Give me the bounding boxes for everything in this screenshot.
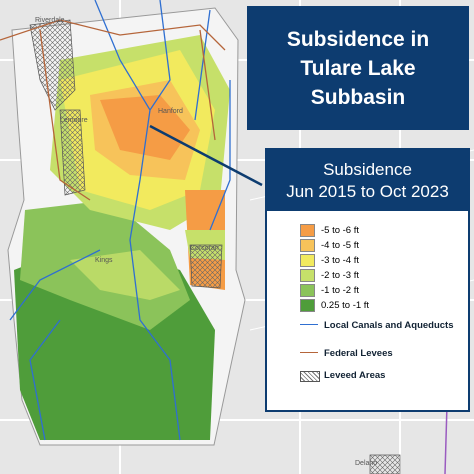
legend-label: -1 to -2 ft (321, 285, 360, 296)
place-label: Hanford (158, 108, 183, 115)
swatch (300, 254, 315, 267)
legend-label: Federal Levees (324, 348, 393, 359)
subsidence-areas (14, 35, 230, 440)
legend-symbol (300, 371, 320, 382)
swatch (300, 299, 315, 312)
swatch (300, 239, 315, 252)
legend-line-item: Local Canals and Aqueducts (300, 320, 464, 331)
swatch (300, 284, 315, 297)
legend-line-item: Leveed Areas (300, 370, 464, 382)
legend-label: Local Canals and Aqueducts (324, 320, 454, 331)
place-label: Corcoran (190, 245, 219, 252)
legend-label: 0.25 to -1 ft (321, 300, 370, 311)
legend-label: -2 to -3 ft (321, 270, 360, 281)
legend-label: -4 to -5 ft (321, 240, 360, 251)
legend-item: 0.25 to -1 ft (300, 299, 369, 312)
legend-line-item: Federal Levees (300, 348, 464, 359)
legend: Subsidence Jun 2015 to Oct 2023 -5 to -6 … (265, 148, 470, 412)
pointer (149, 124, 263, 187)
swatch (300, 224, 315, 237)
legend-item: -2 to -3 ft (300, 269, 359, 282)
legend-item: -5 to -6 ft (300, 224, 359, 237)
legend-label: -5 to -6 ft (321, 225, 360, 236)
legend-label: Leveed Areas (324, 370, 386, 381)
legend-symbol (300, 324, 318, 325)
place-label: Kings (95, 257, 113, 264)
legend-item: -4 to -5 ft (300, 239, 359, 252)
legend-item: -3 to -4 ft (300, 254, 359, 267)
place-label: Lemoore (60, 117, 88, 124)
canals (0, 0, 231, 441)
legend-title: Subsidence (323, 160, 412, 179)
place-label: Riverdale (35, 17, 65, 24)
legend-symbol (300, 352, 318, 353)
legend-subtitle: Jun 2015 to Oct 2023 (286, 182, 449, 201)
title: Subsidence in Tulare Lake Subbasin (247, 6, 469, 130)
legend-item: -1 to -2 ft (300, 284, 359, 297)
place-label: Delano (355, 460, 377, 467)
legend-label: -3 to -4 ft (321, 255, 360, 266)
swatch (300, 269, 315, 282)
